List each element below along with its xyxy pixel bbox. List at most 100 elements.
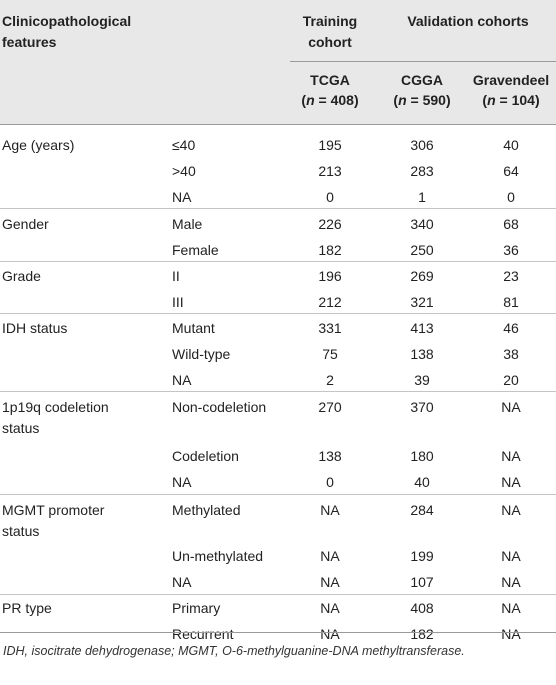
cell-tcga: 331 (318, 320, 342, 336)
cell-gravendeel: 64 (503, 163, 519, 179)
row-category: NA (172, 372, 192, 388)
cell-cgga: 269 (410, 268, 434, 284)
cell-tcga: 213 (318, 163, 342, 179)
cell-gravendeel: NA (501, 574, 521, 590)
table-bottom-rule (0, 632, 556, 633)
cell-gravendeel: NA (501, 600, 521, 616)
row-feature-label: Grade (2, 268, 41, 284)
row-category: NA (172, 189, 192, 205)
group-divider (0, 208, 556, 209)
row-category: NA (172, 574, 192, 590)
cell-gravendeel: NA (501, 502, 521, 518)
cell-gravendeel: 68 (503, 216, 519, 232)
header-validation: Validation cohorts (407, 13, 529, 29)
cell-gravendeel: NA (501, 448, 521, 464)
cell-tcga: 226 (318, 216, 342, 232)
cell-cgga: 199 (410, 548, 434, 564)
cell-tcga: 212 (318, 294, 342, 310)
row-category: II (172, 268, 180, 284)
header-training-line2: cohort (308, 34, 352, 50)
row-feature-label: 1p19q codeletion (2, 399, 109, 415)
cell-tcga: NA (320, 626, 340, 642)
row-feature-label: IDH status (2, 320, 68, 336)
cell-tcga: 182 (318, 242, 342, 258)
row-category: Codeletion (172, 448, 239, 464)
header-feature-line1: Clinicopathological (2, 13, 132, 29)
cell-cgga: 250 (410, 242, 434, 258)
cell-gravendeel: 23 (503, 268, 519, 284)
header-training-line1: Training (302, 13, 358, 29)
row-category: Mutant (172, 320, 215, 336)
row-feature-label: Gender (2, 216, 49, 232)
cell-cgga: 107 (410, 574, 434, 590)
row-category: Primary (172, 600, 221, 616)
cell-tcga: 195 (318, 137, 342, 153)
cell-cgga: 180 (410, 448, 434, 464)
cell-cgga: 283 (410, 163, 434, 179)
cell-cgga: 340 (410, 216, 434, 232)
row-category: Male (172, 216, 203, 232)
group-divider (0, 313, 556, 314)
cell-cgga: 321 (410, 294, 434, 310)
cell-gravendeel: 36 (503, 242, 519, 258)
row-category: NA (172, 474, 192, 490)
row-category: Un-methylated (172, 548, 264, 564)
cell-gravendeel: NA (501, 548, 521, 564)
row-category: Recurrent (172, 626, 234, 642)
cell-cgga: 413 (410, 320, 434, 336)
group-divider (0, 261, 556, 262)
row-feature-label: PR type (2, 600, 52, 616)
cell-tcga: 0 (326, 189, 334, 205)
cell-cgga: 284 (410, 502, 434, 518)
row-feature-label: MGMT promoter (2, 502, 105, 518)
row-feature-label-cont: status (2, 523, 40, 539)
header-sub-divider (290, 61, 556, 62)
cell-gravendeel: 81 (503, 294, 519, 310)
row-category: ≤40 (172, 137, 196, 153)
header-bottom-rule (0, 124, 556, 125)
cell-cgga: 40 (414, 474, 430, 490)
header-tcga: TCGA (310, 72, 350, 88)
cell-gravendeel: 20 (503, 372, 519, 388)
cell-tcga: NA (320, 574, 340, 590)
row-category: Non-codeletion (172, 399, 267, 415)
header-gravendeel-n: (n = 104) (482, 92, 540, 108)
cell-tcga: NA (320, 502, 340, 518)
cell-cgga: 408 (410, 600, 434, 616)
row-feature-label-cont: status (2, 420, 40, 436)
cell-gravendeel: 0 (507, 189, 515, 205)
row-category: Wild-type (172, 346, 231, 362)
cell-cgga: 138 (410, 346, 434, 362)
cell-cgga: 182 (410, 626, 434, 642)
cell-tcga: NA (320, 548, 340, 564)
row-category: Methylated (172, 502, 241, 518)
header-cgga-n: (n = 590) (393, 92, 451, 108)
cell-tcga: 196 (318, 268, 342, 284)
group-divider (0, 494, 556, 495)
cell-cgga: 370 (410, 399, 434, 415)
group-divider (0, 391, 556, 392)
cell-gravendeel: 46 (503, 320, 519, 336)
cell-tcga: 270 (318, 399, 342, 415)
cell-tcga: 2 (326, 372, 334, 388)
header-gravendeel: Gravendeel (472, 72, 550, 88)
row-category: Female (172, 242, 219, 258)
header-feature-line2: features (2, 34, 57, 50)
header-tcga-n: (n = 408) (301, 92, 359, 108)
cell-gravendeel: NA (501, 474, 521, 490)
cell-cgga: 306 (410, 137, 434, 153)
cell-gravendeel: NA (501, 626, 521, 642)
row-category: >40 (172, 163, 196, 179)
cell-cgga: 1 (418, 189, 426, 205)
cell-tcga: 0 (326, 474, 334, 490)
row-feature-label: Age (years) (2, 137, 75, 153)
cell-gravendeel: 40 (503, 137, 519, 153)
cell-gravendeel: 38 (503, 346, 519, 362)
cell-tcga: 138 (318, 448, 342, 464)
cell-gravendeel: NA (501, 399, 521, 415)
table-header-background (0, 0, 556, 124)
cell-tcga: NA (320, 600, 340, 616)
group-divider (0, 594, 556, 595)
header-cgga: CGGA (401, 72, 443, 88)
